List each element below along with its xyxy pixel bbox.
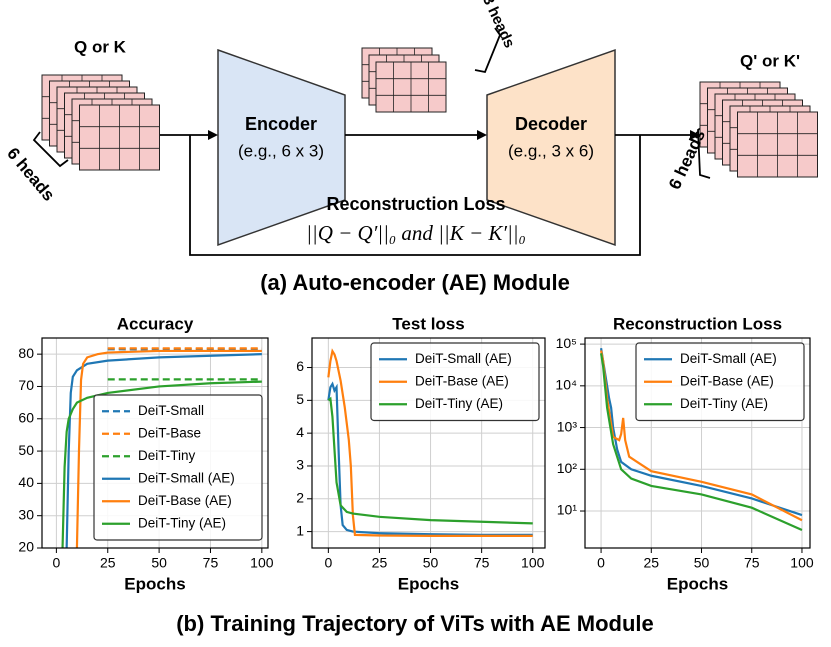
y-tick-label: 10⁴ [555, 377, 577, 393]
x-tick-label: 100 [250, 555, 274, 571]
plot-frame [311, 337, 546, 549]
chart: Test loss Epochs 0 25 50 75 100 1 2 3 4 5 6 DeiT-Smal… [296, 314, 546, 593]
input-label: Q or K [74, 37, 127, 56]
y-tick-label: 40 [18, 474, 34, 490]
decoder-shape: (e.g., 3 x 6) [508, 141, 594, 160]
decoder-block [486, 48, 616, 247]
loss-formula: ||Q − Q′||₀ and ||K − K′||₀ [306, 221, 526, 245]
y-tick-label: 6 [296, 358, 304, 374]
legend-label: DeiT-Small (AE) [138, 470, 235, 485]
x-tick-label: 50 [423, 555, 439, 571]
x-tick-label: 25 [644, 555, 660, 571]
y-tick-label: 10² [557, 460, 578, 476]
plot-frame [41, 337, 269, 549]
y-tick-label: 80 [18, 345, 34, 361]
legend-label: DeiT-Small [138, 403, 204, 418]
caption-a: (a) Auto-encoder (AE) Module [260, 270, 570, 295]
y-tick-label: 2 [296, 489, 304, 505]
legend-label: DeiT-Tiny (AE) [138, 515, 226, 530]
y-tick-label: 20 [18, 539, 34, 555]
input-heads: 6 heads [3, 144, 58, 205]
legend-label: DeiT-Tiny (AE) [680, 396, 768, 411]
legend-label: DeiT-Tiny (AE) [415, 396, 503, 411]
x-axis-label: Epochs [398, 574, 459, 593]
legend-label: DeiT-Base (AE) [680, 373, 774, 388]
plot-frame [584, 337, 811, 549]
arrows [160, 134, 693, 256]
legend-label: DeiT-Tiny [138, 448, 196, 463]
x-tick-label: 100 [521, 555, 545, 571]
x-tick-label: 75 [203, 555, 219, 571]
decoder-title: Decoder [515, 114, 587, 134]
y-tick-label: 60 [18, 409, 34, 425]
encoder-shape: (e.g., 6 x 3) [238, 141, 324, 160]
loss-title: Reconstruction Loss [326, 194, 505, 214]
chart-title: Test loss [392, 314, 464, 333]
legend-label: DeiT-Small (AE) [415, 351, 512, 366]
x-tick-label: 0 [324, 555, 332, 571]
x-tick-label: 0 [52, 555, 60, 571]
arrow-heads [208, 130, 700, 140]
x-tick-label: 75 [474, 555, 490, 571]
y-tick-label: 1 [296, 522, 304, 538]
x-tick-label: 75 [744, 555, 760, 571]
chart-title: Accuracy [117, 314, 194, 333]
chart: Accuracy Epochs 0 25 50 75 100 20 30 40 50 60 70 80 De… [18, 314, 273, 593]
x-tick-label: 25 [100, 555, 116, 571]
latent-heads: 3 heads [479, 0, 518, 51]
y-tick-label: 10¹ [557, 502, 578, 518]
series-line [327, 396, 533, 525]
x-tick-label: 50 [151, 555, 167, 571]
series-line [61, 380, 262, 548]
series-line [327, 348, 533, 537]
legend-box [93, 394, 263, 541]
series-line [599, 347, 803, 517]
matrix-stack [699, 81, 818, 178]
series-line [599, 353, 803, 532]
legend-label: DeiT-Small (AE) [680, 351, 777, 366]
x-tick-label: 0 [597, 555, 605, 571]
legend-label: DeiT-Base (AE) [415, 373, 509, 388]
encoder-title: Encoder [245, 114, 317, 134]
x-tick-label: 25 [372, 555, 388, 571]
y-tick-label: 4 [296, 424, 304, 440]
encoder-block [217, 48, 346, 247]
y-tick-label: 50 [18, 442, 34, 458]
series-line [75, 349, 262, 548]
chart: Reconstruction Loss Epochs 0 25 50 75 100 10¹ 10… [555, 314, 813, 593]
x-tick-label: 100 [790, 555, 814, 571]
y-tick-label: 5 [296, 391, 304, 407]
y-tick-label: 70 [18, 377, 34, 393]
output-label: Q' or K' [740, 51, 800, 70]
legend-box [370, 342, 540, 422]
legend-label: DeiT-Base [138, 425, 201, 440]
series-line [327, 381, 533, 536]
output-heads: 6 heads [665, 127, 709, 192]
matrix-stack [361, 47, 447, 113]
matrix-stack [41, 74, 160, 171]
y-tick-label: 10³ [557, 418, 578, 434]
legend-label: DeiT-Base (AE) [138, 493, 232, 508]
x-axis-label: Epochs [124, 574, 185, 593]
x-axis-label: Epochs [667, 574, 728, 593]
y-tick-label: 10⁵ [556, 335, 577, 351]
chart-title: Reconstruction Loss [613, 314, 782, 333]
y-tick-label: 3 [296, 457, 304, 473]
caption-b: (b) Training Trajectory of ViTs with AE … [176, 611, 654, 636]
diagram-shapes [32, 27, 818, 256]
legend-box [635, 342, 805, 422]
y-tick-label: 30 [18, 506, 34, 522]
x-tick-label: 50 [694, 555, 710, 571]
